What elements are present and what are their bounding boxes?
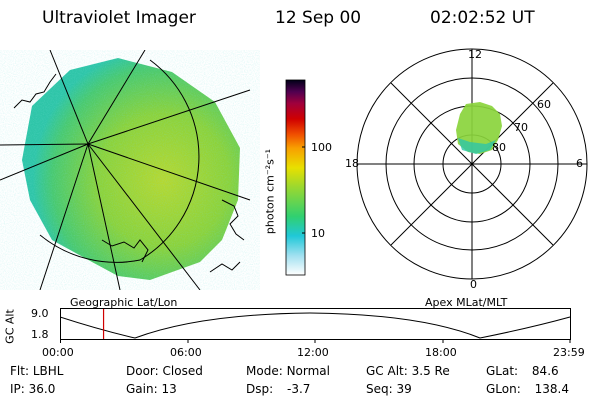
colorbar-unit-label: photon cm⁻²s⁻¹ [263,148,277,235]
status-glon: GLon: 138.4 [486,382,569,396]
colorbar-tick-10: 10 [311,227,325,240]
altitude-xtick-3: 18:00 [425,346,457,359]
mlt-label-6: 6 [576,157,583,170]
altitude-plot [60,308,571,343]
status-door: Door: Closed [126,364,203,378]
mlt-label-0: 0 [470,278,477,291]
polar-mlt-plot [356,48,588,280]
status-dsp: Dsp: -3.7 [246,382,311,396]
status-glat: GLat: 84.6 [486,364,559,378]
lat-label-60: 60 [537,98,551,111]
colorbar-tick-100: 100 [311,141,332,154]
status-seq: Seq: 39 [366,382,412,396]
colorbar [285,79,306,276]
instrument-title: Ultraviolet Imager [42,8,196,28]
altitude-curve [60,312,571,339]
altitude-xtick-0: 00:00 [42,346,74,359]
altitude-xtick-1: 06:00 [170,346,202,359]
geographic-uv-image [0,50,251,290]
status-mode: Mode: Normal [246,364,330,378]
auroral-oval-emission [456,102,502,154]
status-filter: Flt: LBHL [10,364,64,378]
altitude-xtick-2: 12:00 [297,346,329,359]
altitude-ylabel: GC Alt [3,309,17,344]
status-gc-alt: GC Alt: 3.5 Re [366,364,450,378]
altitude-xtick-4: 23:59 [553,346,585,359]
status-ip: IP: 36.0 [10,382,56,396]
time-label: 02:02:52 UT [430,8,535,28]
lat-label-70: 70 [514,121,528,134]
mlt-label-12: 12 [468,48,482,61]
apex-caption: Apex MLat/MLT [425,296,508,309]
geographic-caption: Geographic Lat/Lon [70,296,178,309]
date-label: 12 Sep 00 [275,8,362,28]
coastlines [13,73,245,273]
latlon-grid [0,50,251,290]
lat-label-80: 80 [492,141,506,154]
altitude-ytick-min: 1.8 [31,328,49,341]
altitude-ytick-max: 9.0 [31,307,49,320]
mlt-label-18: 18 [345,157,359,170]
status-gain: Gain: 13 [126,382,177,396]
